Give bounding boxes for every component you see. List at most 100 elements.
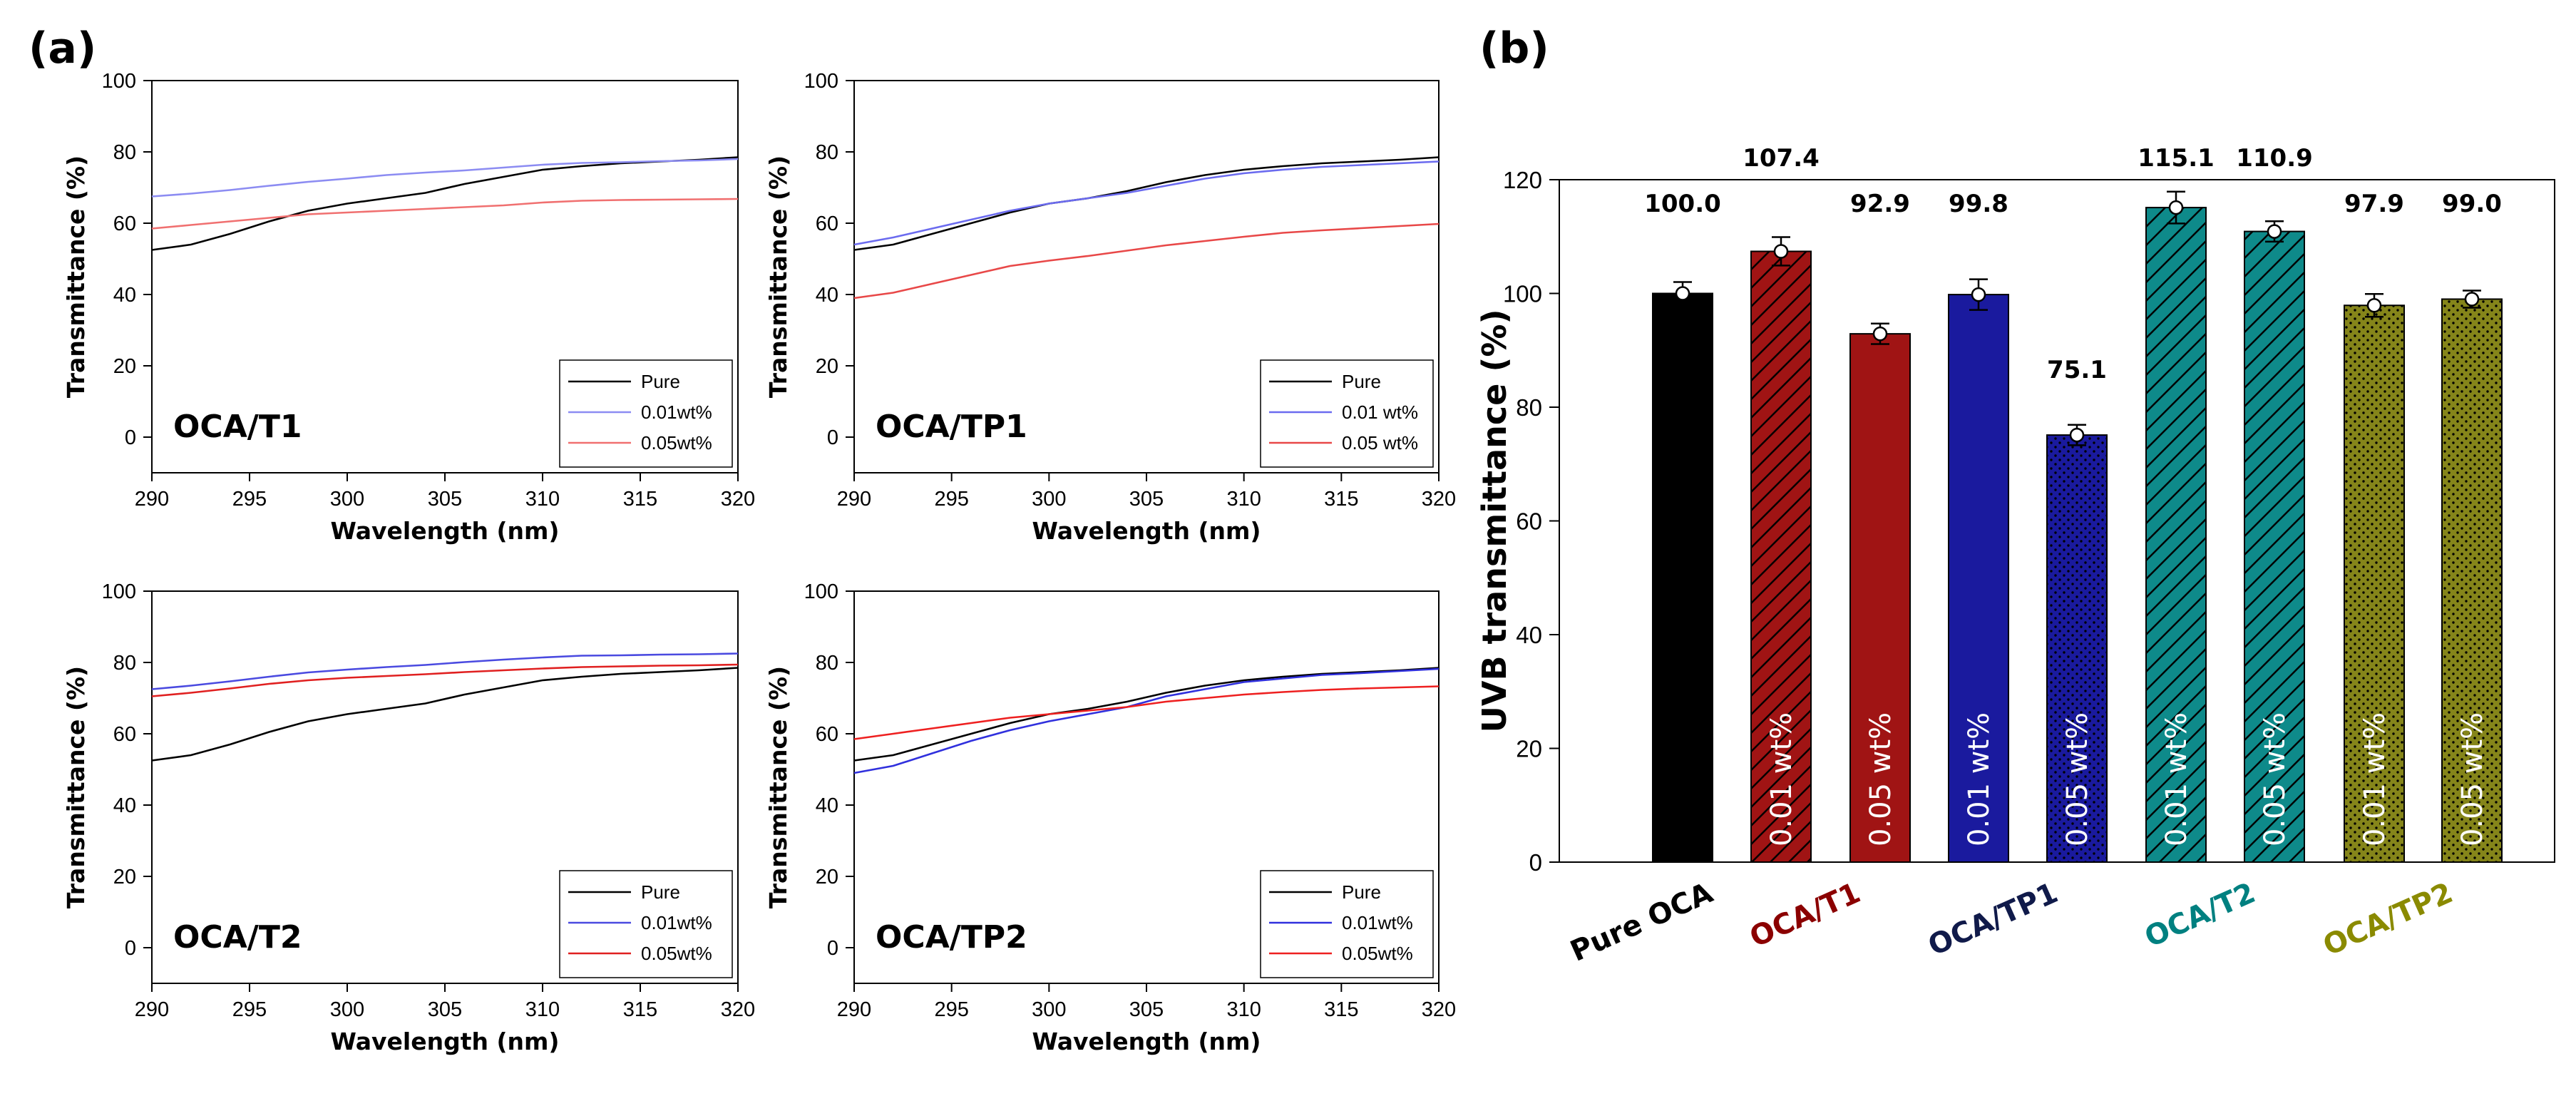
legend-label: 0.01wt% (641, 401, 712, 423)
legend-label: Pure (641, 371, 680, 392)
x-tick-label: 290 (135, 488, 169, 511)
bar-inner-label: 0.05 wt% (2061, 712, 2094, 846)
x-tick-label: 290 (837, 998, 871, 1021)
panel-b-label: (b) (1479, 24, 1549, 73)
y-tick-label: 100 (102, 70, 136, 93)
mean-marker (2464, 292, 2480, 307)
bar-inner-label: 0.05 wt% (1864, 712, 1897, 846)
mean-marker (2366, 297, 2382, 313)
y-tick-label: 100 (1503, 281, 1542, 307)
x-tick-label: 290 (135, 998, 169, 1021)
y-tick-label: 60 (816, 212, 838, 235)
y-tick-label: 0 (827, 426, 838, 449)
series-line-0.05 wt% (853, 222, 1440, 299)
x-tick-label: 310 (1226, 998, 1261, 1021)
mean-marker (2168, 200, 2184, 215)
series-line-0.05wt% (151, 198, 739, 230)
y-tick-label: 80 (816, 141, 838, 164)
y-tick-label: 100 (102, 580, 136, 603)
x-tick-label: 300 (330, 488, 364, 511)
bar-value-label: 115.1 (2138, 144, 2215, 173)
series-line-Pure (151, 667, 739, 762)
y-tick-label: 80 (1516, 394, 1542, 421)
sample-label: OCA/T1 (173, 409, 302, 445)
panel-a2-chart: 0 20 40 60 80 100 290 295 300 305 310 315 320 Wavelen… (764, 70, 1456, 545)
bar-pattern (2047, 435, 2107, 862)
y-tick-label: 60 (816, 723, 838, 746)
legend-label: 0.05wt% (1342, 943, 1413, 964)
bar-inner-label: 0.01 wt% (1963, 712, 1996, 846)
bar-pattern (1751, 251, 1811, 862)
panel-a4-chart: 0 20 40 60 80 100 290 295 300 305 310 315 320 Wavelen… (764, 580, 1456, 1055)
x-tick-label: 315 (1324, 998, 1358, 1021)
x-tick-label: 305 (428, 488, 462, 511)
x-axis-title: Wavelength (nm) (1032, 517, 1261, 545)
bar-inner-label: 0.01 wt% (2160, 712, 2193, 846)
x-tick-label: 320 (1422, 998, 1456, 1021)
y-tick-label: 20 (1516, 736, 1542, 762)
x-tick-label: 300 (1032, 998, 1066, 1021)
bar-value-label: 107.4 (1743, 144, 1820, 173)
y-axis-title: UVB transmittance (%) (1475, 309, 1514, 733)
mean-marker (1971, 287, 1986, 302)
y-tick-label: 40 (113, 794, 136, 817)
bar-value-label: 99.8 (1949, 190, 2008, 218)
y-tick-label: 120 (1503, 167, 1542, 193)
y-tick-label: 0 (125, 426, 136, 449)
y-tick-label: 80 (113, 652, 136, 675)
legend-label: Pure (641, 881, 680, 903)
bar-inner-label: 0.01 wt% (2359, 712, 2391, 846)
x-tick-label: 305 (1129, 488, 1164, 511)
y-tick-label: 20 (113, 866, 136, 889)
bar-inner-label: 0.01 wt% (1765, 712, 1798, 846)
y-tick-label: 40 (816, 284, 838, 307)
y-tick-label: 0 (125, 937, 136, 960)
y-tick-label: 60 (113, 212, 136, 235)
mean-marker (1773, 244, 1789, 259)
panel-a3-chart: 0 20 40 60 80 100 290 295 300 305 310 315 320 Wavelen… (62, 580, 755, 1055)
series-line-0.05wt% (853, 685, 1440, 740)
bar-value-label: 99.0 (2442, 190, 2502, 218)
panel-a1-chart: 0 20 40 60 80 100 290 295 300 305 310 315 320 Wavelen… (62, 70, 755, 545)
legend-label: 0.01 wt% (1342, 401, 1418, 423)
sample-label: OCA/TP1 (876, 409, 1027, 445)
x-axis-title: Wavelength (nm) (331, 1028, 560, 1055)
mean-marker (1675, 286, 1690, 301)
x-tick-label: 295 (232, 998, 267, 1021)
mean-marker (2069, 427, 2085, 443)
series-line-0.01wt% (151, 652, 739, 690)
x-tick-label: 305 (428, 998, 462, 1021)
x-tick-label: 305 (1129, 998, 1164, 1021)
legend-box (559, 870, 733, 978)
y-axis-title: Transmittance (%) (62, 155, 90, 398)
bar-pattern (2442, 299, 2502, 863)
bar-value-label: 75.1 (2047, 356, 2107, 384)
panel-b-bar-chart: 0 20 40 60 80 100 120 UVB transmittance (%) 100.… (1475, 144, 2555, 968)
legend-label: 0.05wt% (641, 943, 712, 964)
x-axis-title: Wavelength (nm) (331, 517, 560, 545)
y-axis-title: Transmittance (%) (764, 666, 792, 908)
legend-box (559, 359, 733, 468)
y-tick-label: 40 (1516, 622, 1542, 648)
bar-value-label: 92.9 (1850, 190, 1910, 218)
sample-label: OCA/TP2 (876, 919, 1027, 956)
legend-label: 0.05wt% (641, 432, 712, 454)
bar-pattern (2344, 305, 2404, 862)
legend-label: 0.01wt% (1342, 912, 1413, 933)
legend-label: 0.01wt% (641, 912, 712, 933)
y-tick-label: 100 (804, 580, 838, 603)
series-line-0.05wt% (151, 663, 739, 697)
legend-label: Pure (1342, 371, 1381, 392)
y-tick-label: 100 (804, 70, 838, 93)
x-tick-label: 320 (1422, 488, 1456, 511)
category-label: Pure OCA (1566, 876, 1718, 968)
category-label: OCA/T2 (2140, 876, 2260, 954)
bar-value-label: 100.0 (1644, 190, 1721, 218)
x-tick-label: 300 (1032, 488, 1066, 511)
series-line-Pure (853, 156, 1440, 251)
x-tick-label: 310 (525, 488, 560, 511)
category-label: OCA/TP1 (1924, 876, 2063, 963)
x-tick-label: 295 (232, 488, 267, 511)
bar-inner-label: 0.05 wt% (2456, 712, 2489, 846)
